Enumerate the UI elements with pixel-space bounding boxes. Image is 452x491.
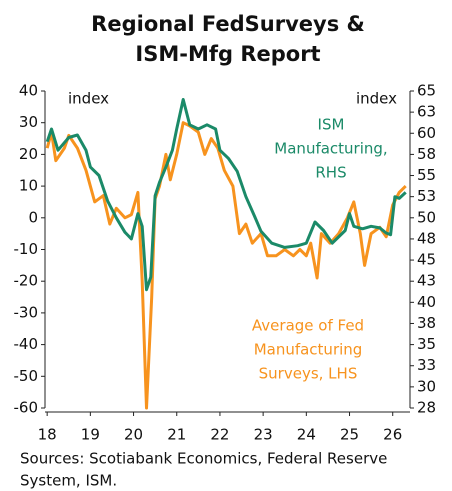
source: Sources: Scotiabank Economics, Federal R… bbox=[20, 450, 387, 468]
y2-tick-label: 30 bbox=[417, 377, 436, 395]
annotation: ISM bbox=[318, 116, 345, 134]
x-tick-label: 26 bbox=[383, 426, 402, 444]
x-tick-label: 19 bbox=[81, 426, 100, 444]
y-tick-label: 0 bbox=[28, 208, 38, 226]
y-tick-label: -40 bbox=[14, 335, 39, 353]
x-tick-label: 25 bbox=[340, 426, 359, 444]
y2-tick-label: 63 bbox=[417, 103, 436, 121]
y-axis-label: index bbox=[68, 90, 109, 108]
y-tick-label: 40 bbox=[19, 82, 38, 100]
series-line bbox=[45, 98, 407, 292]
x-tick-label: 18 bbox=[38, 426, 57, 444]
annotation: Average of Fed bbox=[252, 317, 364, 335]
y2-tick-label: 38 bbox=[417, 314, 436, 332]
y-tick-label: -30 bbox=[14, 303, 39, 321]
x-tick-label: 24 bbox=[297, 426, 316, 444]
y2-tick-label: 60 bbox=[417, 124, 436, 142]
y-tick-label: -20 bbox=[14, 272, 39, 290]
annotation: Manufacturing, bbox=[274, 140, 387, 158]
y-tick-label: -50 bbox=[14, 367, 39, 385]
y2-tick-label: 45 bbox=[417, 251, 436, 269]
chart-title: Regional FedSurveys & bbox=[91, 12, 365, 36]
x-tick-label: 21 bbox=[167, 426, 186, 444]
y2-tick-label: 55 bbox=[417, 166, 436, 184]
y2-tick-label: 35 bbox=[417, 335, 436, 353]
y-tick-label: 10 bbox=[19, 177, 38, 195]
y2-axis-label: index bbox=[356, 90, 397, 108]
x-tick-label: 22 bbox=[210, 426, 229, 444]
y-tick-label: -10 bbox=[14, 240, 39, 258]
chart-title: ISM-Mfg Report bbox=[135, 42, 320, 66]
y2-tick-label: 65 bbox=[417, 82, 436, 100]
x-tick-label: 20 bbox=[124, 426, 143, 444]
y2-tick-label: 43 bbox=[417, 272, 436, 290]
source: System, ISM. bbox=[20, 472, 117, 490]
y2-tick-label: 50 bbox=[417, 208, 436, 226]
y2-tick-label: 40 bbox=[417, 293, 436, 311]
y-tick-label: 30 bbox=[19, 113, 38, 131]
y2-tick-label: 53 bbox=[417, 187, 436, 205]
y2-tick-label: 28 bbox=[417, 399, 436, 417]
y2-tick-label: 48 bbox=[417, 229, 436, 247]
y2-tick-label: 33 bbox=[417, 356, 436, 374]
annotation: Manufacturing bbox=[254, 341, 363, 359]
y2-tick-label: 58 bbox=[417, 145, 436, 163]
y-tick-label: 20 bbox=[19, 145, 38, 163]
x-tick-label: 23 bbox=[254, 426, 273, 444]
annotation: Surveys, LHS bbox=[259, 365, 358, 383]
y-tick-label: -60 bbox=[14, 399, 39, 417]
annotation: RHS bbox=[315, 164, 346, 182]
